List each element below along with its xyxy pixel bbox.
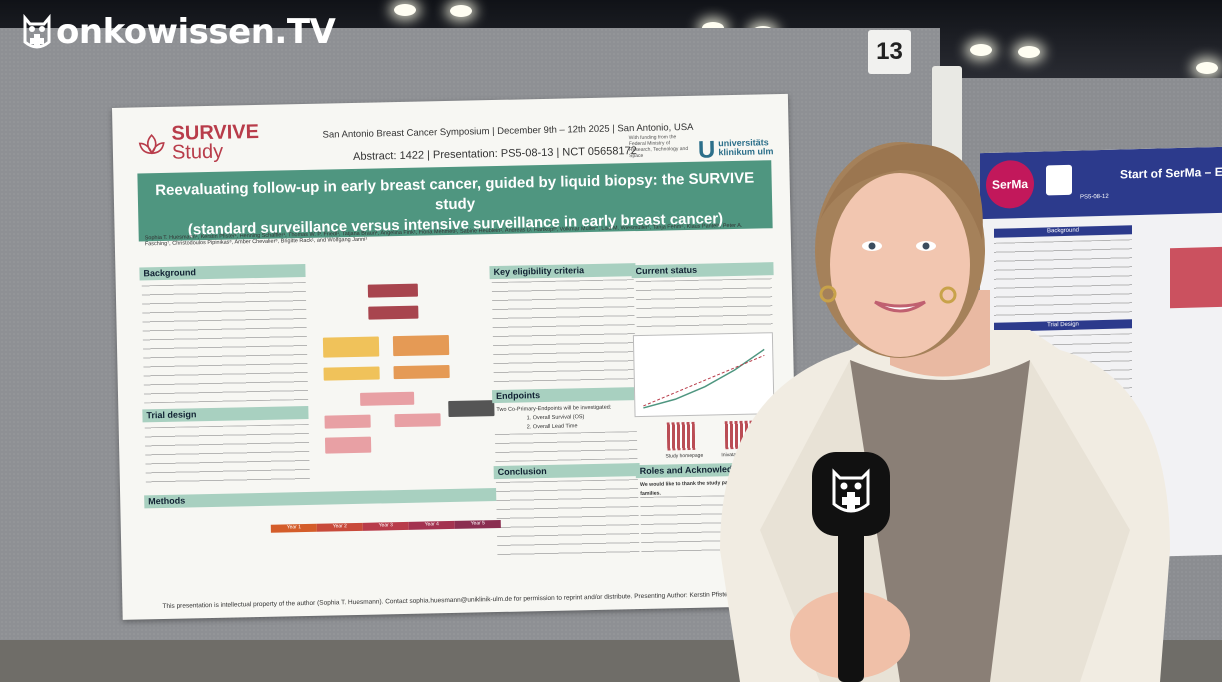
booth-number-sign: 13 [868, 30, 911, 74]
flow-box [392, 334, 450, 357]
background-text [141, 281, 309, 404]
eligibility-text [491, 279, 636, 387]
trial-design-text [144, 423, 310, 490]
flow-box [324, 414, 371, 429]
flow-diagram [322, 273, 495, 476]
earring-right [939, 286, 957, 304]
ceiling-light [394, 4, 416, 16]
research-poster: SURVIVE Study San Antonio Breast Cancer S… [112, 93, 799, 620]
hair-top [820, 143, 983, 240]
flow-box [448, 400, 495, 418]
knit-sweater [850, 360, 1030, 682]
recruitment-curve [643, 348, 765, 409]
flow-box [394, 413, 441, 428]
earring-left [819, 285, 837, 303]
pupil-left [868, 242, 876, 250]
timeline-label: Year 1 [286, 524, 302, 531]
heading-conclusion: Conclusion [493, 463, 640, 480]
heading-methods: Methods [144, 488, 497, 509]
blazer-lapel-right [990, 360, 1130, 682]
qr-code-homepage[interactable] [666, 421, 696, 451]
recruitment-chart [632, 332, 775, 418]
channel-logo: onkowissen.TV [20, 12, 336, 52]
heading-background: Background [139, 263, 306, 281]
flow-box [322, 336, 380, 358]
funder-logo: With funding from the Federal Ministry o… [628, 134, 689, 160]
ceiling-light [970, 44, 992, 56]
timeline-label: Year 2 [332, 523, 348, 530]
ceiling-light [1018, 46, 1040, 58]
owl-plus-icon [832, 468, 870, 513]
heading-eligibility: Key eligibility criteria [489, 263, 636, 280]
flow-box [324, 436, 372, 454]
flow-box [323, 366, 380, 381]
endpoint-text [494, 431, 638, 463]
face [830, 173, 970, 357]
conclusion-text [495, 479, 640, 563]
heading-endpoints: Endpoints [491, 387, 639, 404]
timeline-label: Year 3 [378, 522, 394, 529]
logo-word-study: Study [171, 140, 224, 164]
ceiling-light [1196, 62, 1218, 74]
qr-label: Study homepage [665, 452, 704, 460]
timeline-label: Year 5 [470, 520, 485, 527]
booth-number: 13 [876, 38, 903, 65]
flow-box [393, 364, 450, 380]
survive-logo: SURVIVE Study [137, 121, 259, 164]
smile [874, 300, 926, 313]
heading-trial-design: Trial design [142, 405, 309, 423]
microphone-handle [838, 515, 864, 682]
channel-name: onkowissen.TV [56, 12, 336, 52]
abstract-line: Abstract: 1422 | Presentation: PS5-08-13… [352, 145, 637, 163]
pupil-right [922, 242, 930, 250]
endpoint-list: Two Co-Primary-Endpoints will be investi… [496, 403, 637, 432]
owl-plus-icon [23, 13, 51, 49]
flow-box [360, 391, 415, 406]
presenter [720, 142, 1170, 682]
flow-box [367, 283, 419, 298]
lotus-icon [138, 134, 165, 155]
timeline-label: Year 4 [424, 521, 439, 528]
ceiling-light [450, 5, 472, 17]
flow-box [368, 305, 419, 320]
